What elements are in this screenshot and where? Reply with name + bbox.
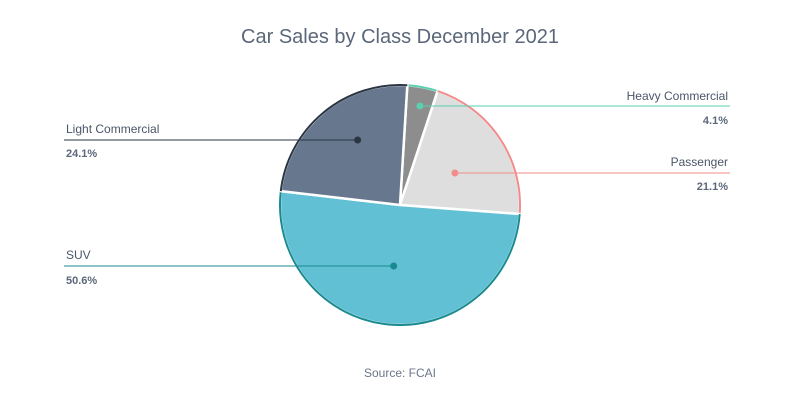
pie-slice-light-commercial[interactable]	[279, 83, 409, 207]
slice-value-passenger: 21.1%	[697, 181, 728, 193]
leader-dot-suv	[390, 262, 398, 270]
leader-dot-heavy-commercial	[416, 102, 424, 110]
slice-label-light-commercial: Light Commercial	[66, 122, 159, 136]
leader-dot-light-commercial	[354, 136, 362, 144]
pie-slice-outline-passenger	[437, 90, 521, 215]
slice-label-suv: SUV	[66, 248, 91, 262]
slice-label-heavy-commercial: Heavy Commercial	[627, 89, 728, 103]
pie-slice-suv[interactable]	[278, 189, 521, 327]
leader-dot-passenger	[451, 169, 459, 177]
slice-value-heavy-commercial: 4.1%	[703, 115, 728, 127]
slice-label-passenger: Passenger	[671, 155, 728, 169]
pie-slice-outline-suv	[279, 190, 521, 326]
slice-value-light-commercial: 24.1%	[66, 148, 97, 160]
chart-source: Source: FCAI	[363, 366, 437, 380]
pie-slice-outline-light-commercial	[279, 84, 408, 192]
slice-value-suv: 50.6%	[66, 275, 97, 287]
chart-title: Car Sales by Class December 2021	[241, 26, 559, 48]
